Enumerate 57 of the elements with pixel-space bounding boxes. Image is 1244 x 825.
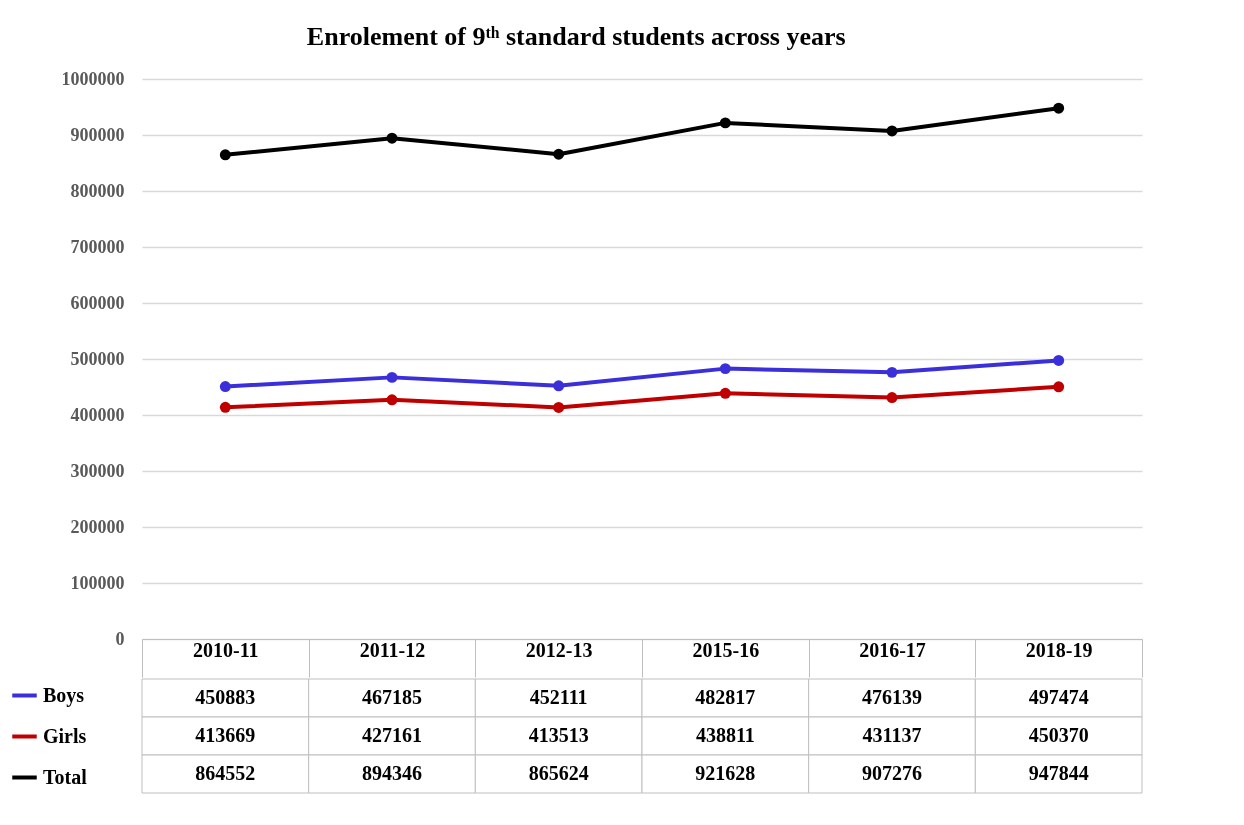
x-tick-label: 2012-13 (525, 638, 593, 661)
x-tick-label: 2011-12 (359, 638, 426, 661)
chart-title: Enrolement of 9ᵗʰ standard students across years (306, 22, 846, 51)
point (719, 117, 731, 129)
y-tick-label: 1000000 (61, 68, 125, 89)
data-label: 907276 (862, 762, 922, 784)
data-label: 865624 (528, 762, 589, 784)
data-label: 450883 (195, 686, 256, 708)
point (719, 387, 731, 399)
point (386, 132, 398, 144)
legend-label: Boys (43, 683, 85, 707)
data-label: 427161 (362, 724, 422, 746)
x-tick-label: 2015-16 (692, 638, 760, 661)
y-tick-label: 900000 (70, 124, 125, 145)
data-label: 864552 (195, 762, 256, 784)
data-label: 452111 (529, 686, 588, 708)
legend-label: Total (43, 765, 88, 788)
data-label: 921628 (695, 762, 756, 784)
point (386, 394, 398, 406)
point (1053, 354, 1065, 366)
data-label: 482817 (695, 686, 756, 708)
data-label: 431137 (862, 724, 922, 746)
data-label: 894346 (362, 762, 422, 784)
point (719, 363, 731, 375)
y-tick-label: 300000 (70, 460, 125, 481)
y-tick-label: 0 (115, 628, 125, 649)
point (553, 401, 565, 413)
point (886, 366, 898, 378)
point (553, 380, 565, 392)
y-tick-label: 200000 (70, 516, 125, 537)
legend-label: Girls (43, 724, 87, 747)
point (219, 381, 231, 392)
point (219, 401, 231, 413)
x-tick-label: 2010-11 (193, 638, 259, 661)
y-tick-label: 500000 (70, 348, 125, 369)
y-tick-label: 100000 (70, 572, 125, 593)
y-tick-label: 700000 (70, 236, 125, 257)
y-tick-label: 400000 (70, 404, 125, 425)
data-label: 450370 (1028, 724, 1089, 746)
data-label: 467185 (362, 686, 422, 708)
y-tick-label: 800000 (70, 180, 125, 201)
point (886, 125, 898, 137)
point (553, 148, 565, 160)
point (386, 371, 398, 383)
point (886, 392, 898, 404)
y-tick-label: 600000 (70, 292, 125, 313)
data-label: 476139 (862, 686, 922, 708)
point (219, 149, 231, 161)
point (1053, 381, 1065, 393)
point (1053, 102, 1065, 114)
data-label: 413669 (195, 724, 256, 746)
data-label: 438811 (695, 724, 755, 746)
x-tick-label: 2016-17 (859, 638, 926, 661)
data-label: 497474 (1028, 686, 1089, 708)
data-label: 947844 (1028, 762, 1089, 784)
x-tick-label: 2018-19 (1025, 638, 1093, 661)
data-label: 413513 (528, 724, 589, 746)
